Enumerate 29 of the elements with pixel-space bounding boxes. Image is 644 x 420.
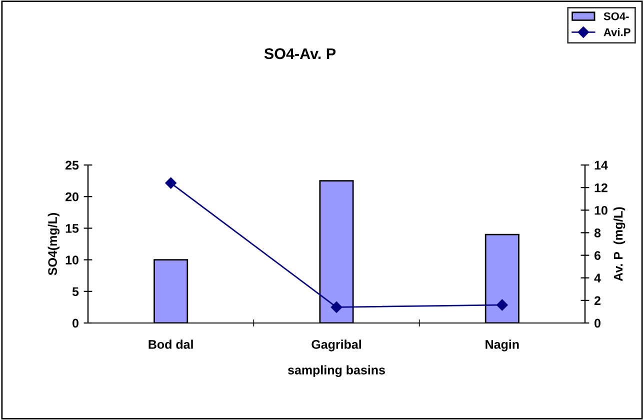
legend-label: Avi.P [604, 28, 630, 36]
y-tick-label: 20 [66, 192, 78, 202]
y2-tick-label: 10 [594, 206, 608, 215]
x-tick-label: Bod dal [148, 340, 193, 349]
x-tick-label: Nagin [486, 340, 519, 352]
y-tick-label: 10 [66, 256, 78, 264]
point [165, 177, 176, 189]
y-tick-label: 0 [72, 318, 78, 328]
x-axis-title: sampling basins [288, 365, 385, 377]
chart-title: SO4-Av. P [264, 48, 336, 60]
y-tick-label: 25 [66, 160, 79, 170]
y2-tick-label: 4 [594, 274, 601, 282]
bar [484, 234, 520, 323]
y-tick-label: 5 [72, 287, 79, 296]
y2-tick-label: 2 [594, 296, 600, 305]
bar [154, 259, 188, 323]
y2-tick-label: 6 [594, 251, 601, 260]
point [330, 302, 342, 313]
y2-tick-label: 12 [594, 183, 608, 192]
y2-tick-label: 8 [594, 228, 601, 238]
point [496, 299, 508, 311]
y-tick-label: 15 [66, 224, 79, 233]
bar [319, 180, 354, 323]
y2-axis-title: Av. P (mg/L) [613, 207, 626, 282]
legend-label: SO4- [604, 12, 629, 20]
y-axis-title: SO4(mg/L) [48, 213, 60, 276]
y2-tick-label: 0 [594, 318, 600, 328]
x-tick-label: Gagribal [312, 340, 361, 352]
y2-tick-label: 14 [594, 160, 608, 170]
